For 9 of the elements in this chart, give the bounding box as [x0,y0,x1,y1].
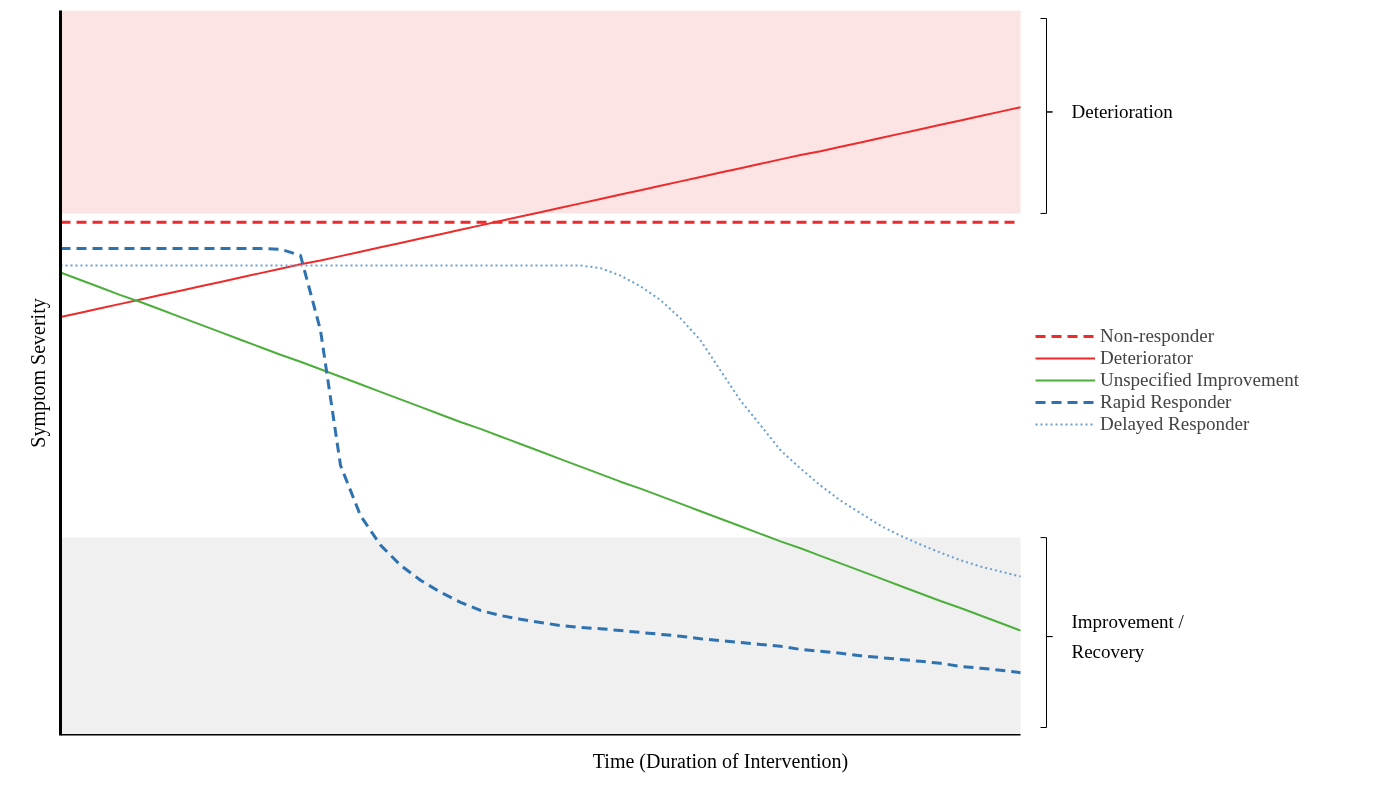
legend-label: Rapid Responder [1100,391,1232,413]
band-label: Improvement / Recovery [1071,611,1185,662]
legend-label: Delayed Responder [1100,413,1250,435]
legend-label: Unspecified Improvement [1100,369,1299,391]
legend-label: Non-responder [1100,325,1214,347]
legend-label: Deteriorator [1100,347,1193,369]
x-axis-title: Time (Duration of Intervention) [592,749,849,773]
y-axis-title: Symptom Severity [26,298,50,448]
band-label: Deterioration [1071,101,1174,123]
